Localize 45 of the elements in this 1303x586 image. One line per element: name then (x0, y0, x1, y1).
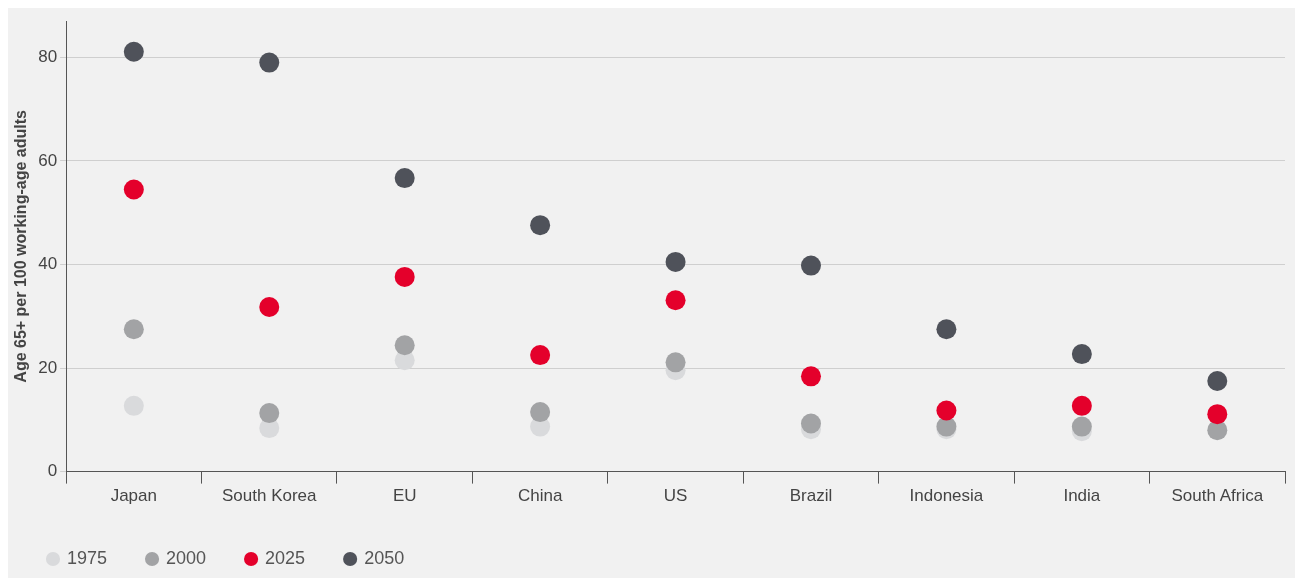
x-tick-label: EU (392, 486, 417, 506)
y-tick-label: 60 (38, 150, 58, 170)
point (936, 400, 957, 421)
point (123, 395, 144, 416)
x-tick-label: Brazil (789, 486, 833, 506)
x-tick-label: South Korea (222, 486, 318, 506)
point (259, 52, 280, 73)
point (936, 319, 957, 340)
x-tick-label: Japan (110, 486, 157, 506)
point (394, 168, 415, 189)
x-tick-label: India (1063, 486, 1101, 506)
point (530, 215, 551, 236)
point (123, 179, 144, 200)
y-tick-label: 40 (38, 254, 58, 274)
y-tick-label: 20 (38, 357, 58, 377)
legend-label: 2000 (166, 547, 207, 568)
legend-label: 2025 (265, 547, 306, 568)
y-tick-label: 0 (47, 461, 58, 481)
x-tick-label: China (517, 486, 563, 506)
point (123, 319, 144, 340)
point (394, 335, 415, 356)
point (123, 41, 144, 62)
legend-label: 1975 (67, 547, 108, 568)
point (800, 413, 821, 434)
point (1207, 404, 1228, 425)
y-tick-label: 80 (38, 47, 58, 67)
point (800, 255, 821, 276)
x-tick-label: Indonesia (909, 486, 984, 506)
point (800, 366, 821, 387)
point (530, 345, 551, 366)
point (259, 296, 280, 317)
x-tick-label: US (663, 486, 688, 506)
point (665, 290, 686, 311)
point (1207, 371, 1228, 391)
y-axis-title: Age 65+ per 100 working-age adults (12, 110, 30, 383)
x-tick-label: South Africa (1171, 486, 1264, 506)
point (259, 403, 280, 424)
point (1071, 395, 1092, 416)
point (530, 402, 551, 423)
point (1071, 344, 1092, 365)
legend-label: 2050 (364, 547, 405, 568)
point (665, 251, 686, 272)
point (665, 352, 686, 373)
point (1071, 416, 1092, 437)
point (394, 266, 415, 287)
